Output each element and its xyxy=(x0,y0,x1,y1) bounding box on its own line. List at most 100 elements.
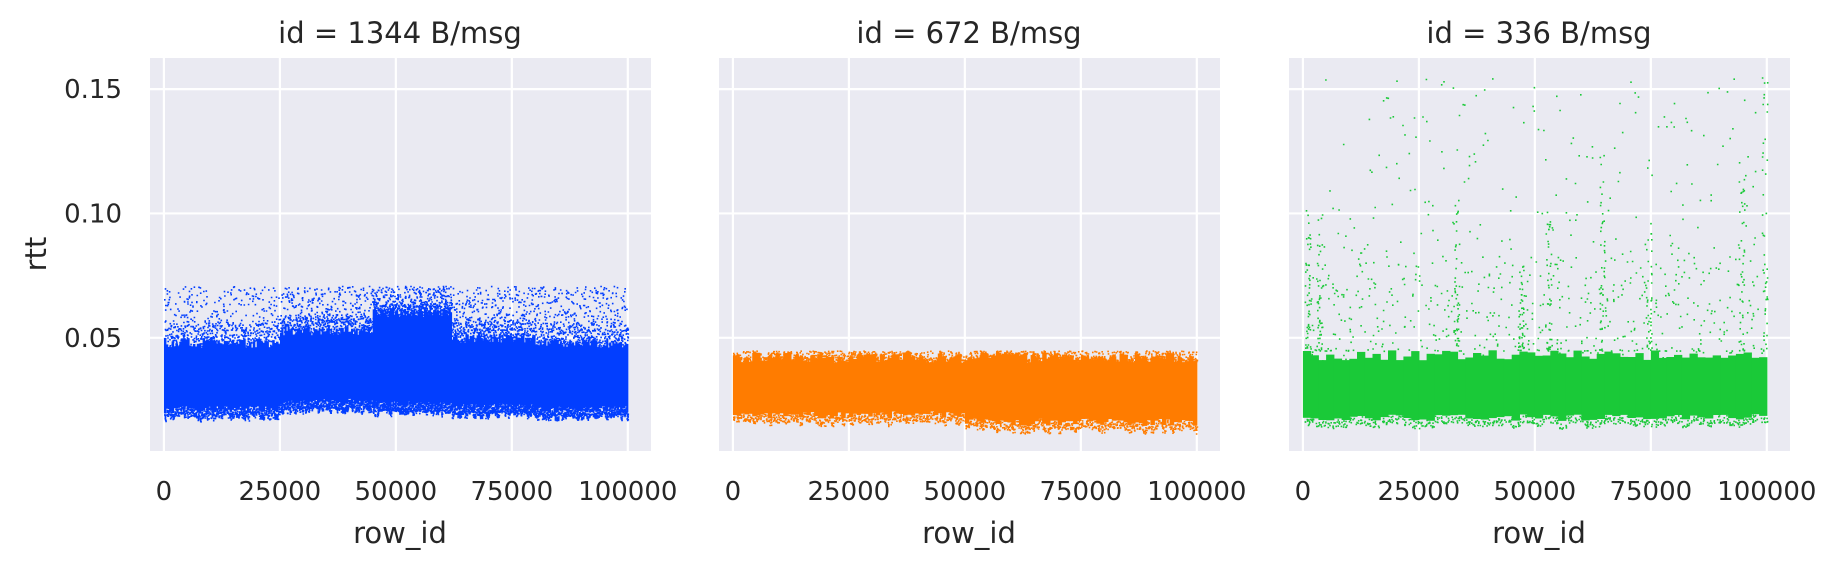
panel-2-point-band xyxy=(957,355,962,417)
panel-1-point-band xyxy=(173,346,177,409)
panel-1-point-band xyxy=(420,309,422,403)
panel-1-point-band xyxy=(243,338,246,413)
panel-3-point-band xyxy=(1550,350,1559,417)
panel-1-point-band xyxy=(484,337,487,411)
panel-1-point-band xyxy=(388,311,391,407)
panel-3-point-band xyxy=(1380,359,1389,418)
panel-1-point-band xyxy=(401,313,404,406)
panel-1-point-band xyxy=(558,343,561,407)
panel-1-point-band xyxy=(366,331,369,403)
panel-3-x-tick-label: 25000 xyxy=(1378,477,1461,507)
panel-2-point-band xyxy=(1038,361,1043,419)
panel-1-point-band xyxy=(349,331,352,399)
panel-1-point-band xyxy=(351,328,354,404)
panel-1-point-band xyxy=(355,328,358,404)
panel-3-point-band xyxy=(1751,357,1760,415)
panel-1-point-band xyxy=(177,346,180,408)
panel-2-point-band xyxy=(949,358,954,414)
panel-1-point-band xyxy=(545,345,548,412)
panel-2-point-band xyxy=(837,357,842,413)
panel-2-point-band xyxy=(1080,355,1086,419)
panel-1-point-band xyxy=(457,339,460,410)
panel-1-point-band xyxy=(223,341,227,407)
y-tick-label: 0.05 xyxy=(64,324,122,354)
panel-1-point-band xyxy=(227,344,231,410)
panel-2-point-band xyxy=(732,355,738,416)
panel-1-point-band xyxy=(181,338,184,407)
panel-2-point-band xyxy=(964,360,970,424)
panel-2-point-band xyxy=(1123,355,1128,423)
panel-1-point-band xyxy=(469,336,472,405)
panel-2-point-band xyxy=(976,358,981,422)
panel-1-point-band xyxy=(371,332,374,401)
panel-1-point-band xyxy=(532,336,535,407)
y-tick-label: 0.15 xyxy=(64,75,122,105)
panel-1-x-tick-label: 50000 xyxy=(355,477,438,507)
panel-1-point-band xyxy=(389,311,392,409)
panel-2-point-band xyxy=(740,362,746,414)
panel-1-point-band xyxy=(372,309,375,406)
panel-1-point-band xyxy=(425,309,428,407)
panel-1-point-band xyxy=(555,339,558,413)
panel-3-point-band xyxy=(1619,356,1629,415)
panel-1-point-band xyxy=(553,339,556,413)
panel-1-point-band xyxy=(266,341,269,410)
panel-1-point-band xyxy=(183,338,186,410)
panel-3-point-band xyxy=(1426,353,1435,421)
panel-1-point-band xyxy=(260,341,264,412)
panel-1-point-band xyxy=(429,309,432,405)
panel-1-point-band xyxy=(550,341,553,409)
panel-1-point-band xyxy=(300,329,303,402)
panel-1-point-band xyxy=(216,343,219,407)
panel-1-point-band xyxy=(241,341,244,411)
panel-2-point-band xyxy=(1146,362,1152,421)
panel-1-point-band xyxy=(606,338,609,412)
panel-1-point-band xyxy=(567,343,570,408)
panel-2-points xyxy=(732,350,1199,435)
panel-1-x-tick-label: 0 xyxy=(156,477,173,507)
panel-2-point-band xyxy=(818,354,823,419)
panel-1-point-band xyxy=(392,309,395,403)
panel-1-point-band xyxy=(423,308,426,405)
panel-2-point-band xyxy=(1185,361,1190,421)
panel-1-point-band xyxy=(596,347,599,412)
panel-2-point-band xyxy=(779,359,784,414)
panel-2-point-band xyxy=(852,359,858,414)
panel-2-point-band xyxy=(891,354,896,412)
panel-2-point-band xyxy=(760,360,765,415)
panel-2-point-band xyxy=(802,360,807,413)
panel-1-point-band xyxy=(573,345,576,409)
panel-1-point-band xyxy=(396,309,399,403)
panel-1-point-band xyxy=(293,334,296,406)
panel-1-point-band xyxy=(212,340,215,413)
panel-3-point-band xyxy=(1333,358,1343,419)
panel-1-point-band xyxy=(237,344,240,410)
panel-1-point-band xyxy=(369,333,372,405)
panel-2-point-band xyxy=(1138,358,1144,423)
panel-1-point-band xyxy=(516,337,519,406)
panel-1-point-band xyxy=(590,341,593,408)
panel-1-point-band xyxy=(458,340,461,410)
panel-1-point-band xyxy=(561,344,564,413)
panel-1-point-band xyxy=(286,331,289,406)
panel-3-point-band xyxy=(1465,357,1474,419)
panel-1-point-band xyxy=(307,327,310,406)
panel-3-point-band xyxy=(1735,353,1745,420)
panel-2-point-band xyxy=(856,354,862,415)
panel-1-point-band xyxy=(522,333,525,407)
panel-1-point-band xyxy=(523,342,526,406)
panel-2-point-band xyxy=(1192,361,1198,426)
panel-1-point-band xyxy=(473,342,476,411)
panel-3-point-band xyxy=(1712,355,1721,415)
panel-2-point-band xyxy=(833,362,838,417)
panel-1-point-band xyxy=(501,339,504,404)
panel-2-point-band xyxy=(1096,358,1101,424)
y-tick-label: 0.10 xyxy=(64,199,122,229)
panel-1-point-band xyxy=(279,332,282,405)
panel-2-point-band xyxy=(1181,362,1186,421)
panel-3-point-band xyxy=(1395,360,1404,416)
panel-1-point-band xyxy=(468,340,471,407)
panel-1-point-band xyxy=(335,328,338,405)
panel-1-point-band xyxy=(320,334,323,402)
panel-1-point-band xyxy=(607,347,610,408)
